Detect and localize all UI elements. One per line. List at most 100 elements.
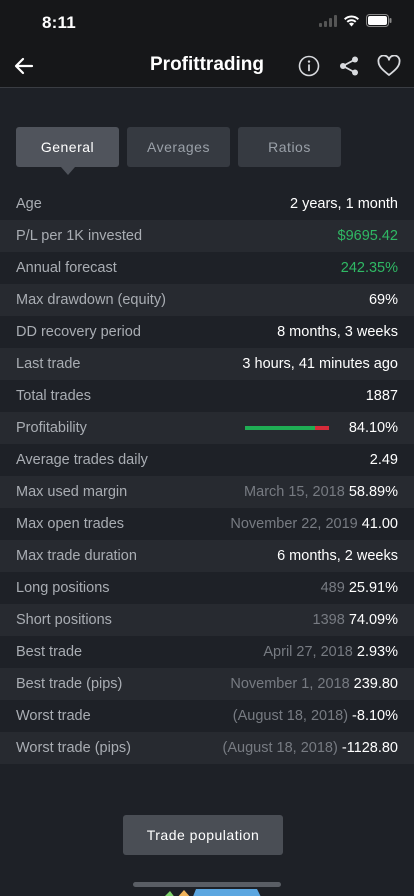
stat-value-group: 8 months, 3 weeks <box>277 324 398 340</box>
page-title: Profittrading <box>150 54 264 75</box>
tab-ratios[interactable]: Ratios <box>238 127 341 167</box>
stat-label: Average trades daily <box>16 452 148 468</box>
stat-value: 8 months, 3 weeks <box>277 324 398 340</box>
nav-bar: Profittrading <box>0 44 414 88</box>
stat-value: -8.10% <box>352 708 398 724</box>
stat-value-group: March 15, 2018 58.89% <box>244 484 398 500</box>
stat-row: Max trade duration 6 months, 2 weeks <box>0 540 414 572</box>
heart-icon <box>377 55 401 76</box>
stat-row: Long positions 489 25.91% <box>0 572 414 604</box>
stat-row: Worst trade (pips) (August 18, 2018) -1128… <box>0 732 414 764</box>
stat-label: Max open trades <box>16 516 125 532</box>
stat-row: Short positions 1398 74.09% <box>0 604 414 636</box>
stat-label: Short positions <box>16 612 112 628</box>
stat-value: 1887 <box>365 388 398 404</box>
stat-secondary: (August 18, 2018) <box>232 708 349 724</box>
stat-row: Annual forecast 242.35% <box>0 252 414 284</box>
stat-value-group: April 27, 2018 2.93% <box>263 644 398 660</box>
stat-secondary: November 22, 2019 <box>230 516 358 532</box>
stat-value: 25.91% <box>348 580 398 596</box>
stat-value-group: $9695.42 <box>338 228 398 244</box>
stat-row: DD recovery period 8 months, 3 weeks <box>0 316 414 348</box>
stat-value: 84.10% <box>348 420 398 436</box>
stat-label: DD recovery period <box>16 324 141 340</box>
back-arrow-icon <box>14 57 34 75</box>
stat-value: 2.93% <box>356 644 398 660</box>
info-icon <box>298 55 320 77</box>
stat-label: Max drawdown (equity) <box>16 292 166 308</box>
battery-icon <box>366 14 392 27</box>
stat-secondary: March 15, 2018 <box>244 484 345 500</box>
stat-label: P/L per 1K invested <box>16 228 143 244</box>
stat-label: Last trade <box>16 356 81 372</box>
favorite-button[interactable] <box>375 52 403 80</box>
stat-value: 41.00 <box>361 516 398 532</box>
stat-label: Max used margin <box>16 484 128 500</box>
stat-value-group: November 22, 2019 41.00 <box>230 516 398 532</box>
stat-value: 3 hours, 41 minutes ago <box>242 356 398 372</box>
status-icons <box>319 14 392 27</box>
stat-row: Profitability 84.10% <box>0 412 414 444</box>
stat-row: Worst trade (August 18, 2018) -8.10% <box>0 700 414 732</box>
stat-row: Max drawdown (equity) 69% <box>0 284 414 316</box>
stat-row: P/L per 1K invested $9695.42 <box>0 220 414 252</box>
stat-row: Total trades 1887 <box>0 380 414 412</box>
profitability-bar-negative <box>315 426 329 430</box>
stat-value: -1128.80 <box>341 740 398 756</box>
stat-value: 58.89% <box>348 484 398 500</box>
stat-value-group: 3 hours, 41 minutes ago <box>242 356 398 372</box>
stat-value: 242.35% <box>340 260 398 276</box>
stat-secondary: November 1, 2018 <box>230 676 350 692</box>
stat-label: Worst trade <box>16 708 91 724</box>
stat-value: 74.09% <box>348 612 398 628</box>
stat-secondary: April 27, 2018 <box>263 644 353 660</box>
signal-icon <box>319 14 337 27</box>
stat-value: $9695.42 <box>337 228 398 244</box>
stat-value-group: 1887 <box>366 388 398 404</box>
share-button[interactable] <box>335 52 363 80</box>
stat-value-group: November 1, 2018 239.80 <box>230 676 398 692</box>
stat-row: Age 2 years, 1 month <box>0 188 414 220</box>
status-time: 8:11 <box>42 13 76 32</box>
stat-value-group: 1398 74.09% <box>313 612 398 628</box>
stat-row: Best trade April 27, 2018 2.93% <box>0 636 414 668</box>
stat-label: Best trade (pips) <box>16 676 123 692</box>
stat-row: Max used margin March 15, 2018 58.89% <box>0 476 414 508</box>
stat-value-group: 489 25.91% <box>321 580 398 596</box>
stat-value: 239.80 <box>353 676 398 692</box>
back-button[interactable] <box>10 52 38 80</box>
stat-value-group: 242.35% <box>341 260 398 276</box>
trade-population-button[interactable]: Trade population <box>123 815 283 855</box>
stat-row: Best trade (pips) November 1, 2018 239.80 <box>0 668 414 700</box>
stat-label: Max trade duration <box>16 548 137 564</box>
stat-row: Max open trades November 22, 2019 41.00 <box>0 508 414 540</box>
tab-averages[interactable]: Averages <box>127 127 230 167</box>
share-icon <box>340 56 358 76</box>
stat-label: Profitability <box>16 420 87 436</box>
stat-value: 69% <box>368 292 398 308</box>
stat-value-group: (August 18, 2018) -8.10% <box>233 708 398 724</box>
stat-value-group: 2.49 <box>370 452 398 468</box>
stat-row: Average trades daily 2.49 <box>0 444 414 476</box>
stat-label: Worst trade (pips) <box>16 740 131 756</box>
stat-value-group: (August 18, 2018) -1128.80 <box>223 740 398 756</box>
stat-secondary: 1398 <box>312 612 345 628</box>
stat-value: 2.49 <box>369 452 398 468</box>
stat-label: Best trade <box>16 644 83 660</box>
tab-bar: General Averages Ratios <box>16 127 341 175</box>
stat-label: Annual forecast <box>16 260 117 276</box>
stat-value: 6 months, 2 weeks <box>277 548 398 564</box>
stat-value-group: 84.10% <box>244 420 398 436</box>
stat-row: Last trade 3 hours, 41 minutes ago <box>0 348 414 380</box>
wifi-icon <box>344 14 359 26</box>
stat-value: 2 years, 1 month <box>290 196 398 212</box>
stat-value-group: 2 years, 1 month <box>290 196 398 212</box>
stat-label: Total trades <box>16 388 91 404</box>
stat-label: Long positions <box>16 580 110 596</box>
home-indicator <box>133 882 281 887</box>
stat-value-group: 69% <box>369 292 398 308</box>
profitability-bar <box>244 426 329 430</box>
stat-secondary: (August 18, 2018) <box>222 740 338 756</box>
info-button[interactable] <box>295 52 323 80</box>
tab-general[interactable]: General <box>16 127 119 175</box>
